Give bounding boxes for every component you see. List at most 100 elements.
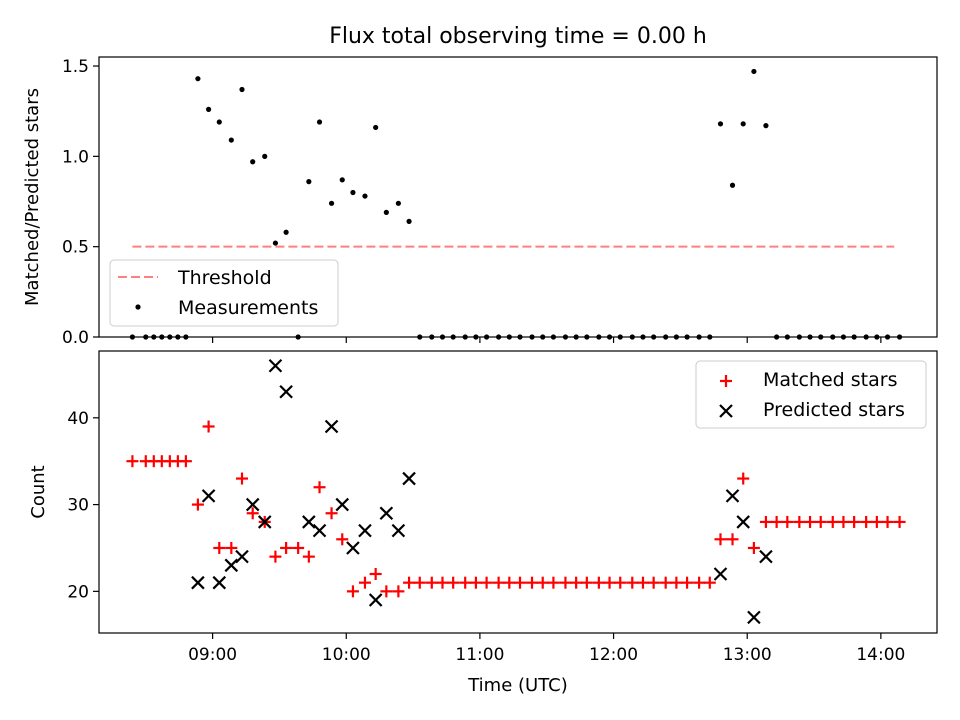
top-axes: 0.0 0.5 1.0 1.5 Matched/Predicted stars Thr… <box>22 56 938 348</box>
bottom-axes: 20 30 40 09:00 10:00 11:00 12:00 13:00 14:00 Cou… <box>28 350 938 696</box>
top-ytick-label: 0.0 <box>62 328 89 348</box>
top-ytick-label: 0.5 <box>62 238 89 258</box>
measurement-point <box>272 240 279 246</box>
matched-star-point <box>346 585 359 598</box>
legend-matched-marker <box>720 375 732 387</box>
predicted-star-point <box>212 575 227 590</box>
matched-star-point <box>670 576 683 589</box>
bottom-axes-frame <box>98 350 938 634</box>
matched-star-point <box>681 576 694 589</box>
legend-measurements-marker <box>135 304 141 310</box>
matched-star-point <box>793 515 806 528</box>
measurement-point <box>740 121 746 127</box>
measurement-point <box>362 193 368 199</box>
predicted-star-point <box>346 541 360 555</box>
legend-predicted-marker <box>719 404 733 418</box>
matched-star-point <box>302 550 315 563</box>
bottom-xlabel: Time (UTC) <box>467 675 568 696</box>
matched-star-point <box>737 472 750 485</box>
predicted-star-point <box>759 549 773 564</box>
predicted-star-point <box>302 515 316 529</box>
predicted-star-point <box>245 497 260 512</box>
matched-star-point <box>647 576 660 589</box>
matched-star-point <box>436 576 449 589</box>
matched-star-point <box>514 576 527 589</box>
matched-star-point <box>447 576 460 589</box>
matched-star-point <box>369 567 382 580</box>
matched-star-point <box>747 541 760 554</box>
matched-star-point <box>380 585 393 598</box>
bottom-xtick-label: 10:00 <box>322 645 371 665</box>
matched-star-point <box>893 515 906 528</box>
measurement-point <box>216 119 222 125</box>
matched-star-point <box>870 515 883 528</box>
legend-predicted-label: Predicted stars <box>763 399 905 421</box>
predicted-star-point <box>268 358 283 373</box>
measurement-point <box>228 137 234 143</box>
matched-star-point <box>580 576 593 589</box>
predicted-star-point <box>312 523 327 538</box>
matched-star-point <box>636 576 649 589</box>
matched-star-point <box>848 515 861 528</box>
predicted-star-point <box>358 523 372 538</box>
matched-star-point <box>292 541 305 554</box>
matched-star-point <box>191 498 204 511</box>
predicted-star-point <box>368 593 383 607</box>
matched-star-point <box>213 541 226 554</box>
matched-star-point <box>336 533 349 546</box>
matched-star-point <box>126 455 139 468</box>
bottom-xtick-label: 13:00 <box>723 645 772 665</box>
matched-star-point <box>837 515 850 528</box>
predicted-star-point <box>279 385 293 399</box>
legend-threshold-label: Threshold <box>177 267 272 289</box>
top-axes-ticks: 0.0 0.5 1.0 1.5 <box>62 57 882 348</box>
matched-star-point <box>325 507 338 520</box>
measurement-point <box>350 189 356 196</box>
predicted-star-point <box>379 506 394 521</box>
matched-star-point <box>714 533 727 546</box>
predicted-star-point <box>201 489 216 503</box>
measurement-point <box>195 76 201 82</box>
measurement-point <box>763 123 769 129</box>
matched-star-point <box>603 576 616 589</box>
top-ytick-label: 1.5 <box>62 57 89 77</box>
bottom-ytick-label: 40 <box>67 409 89 429</box>
matched-star-point <box>179 455 192 468</box>
bottom-xtick-label: 14:00 <box>856 645 905 665</box>
measurement-point <box>316 119 323 125</box>
matched-star-point <box>693 576 706 589</box>
matched-star-point <box>881 515 894 528</box>
measurement-point <box>729 182 736 188</box>
matched-star-point <box>804 515 817 528</box>
predicted-star-point <box>324 419 339 434</box>
measurement-point <box>306 179 312 185</box>
matched-star-point <box>614 576 627 589</box>
predicted-star-point <box>235 549 249 564</box>
bottom-legend-box <box>695 360 927 429</box>
bottom-ytick-label: 30 <box>67 496 89 516</box>
top-axes-frame <box>98 56 938 338</box>
measurement-point <box>751 68 757 75</box>
legend-matched-label: Matched stars <box>763 369 897 391</box>
predicted-star-point <box>402 471 416 486</box>
measurement-point <box>283 229 289 235</box>
matched-star-point <box>503 576 516 589</box>
matched-star-point <box>759 515 772 528</box>
matched-star-point <box>425 576 438 589</box>
matched-star-point <box>626 576 639 589</box>
predicted-star-point <box>224 558 239 573</box>
measurement-point <box>262 153 268 159</box>
matched-star-point <box>413 576 426 589</box>
measurement-point <box>373 124 379 131</box>
matched-star-point <box>547 576 560 589</box>
matched-star-point <box>559 576 572 589</box>
matched-star-point <box>570 576 583 589</box>
matched-star-point <box>659 576 672 589</box>
bottom-axes-data <box>126 358 906 625</box>
matched-star-point <box>469 576 482 589</box>
predicted-star-point <box>191 575 205 590</box>
matched-star-point <box>246 507 259 520</box>
matched-star-point <box>592 576 605 589</box>
